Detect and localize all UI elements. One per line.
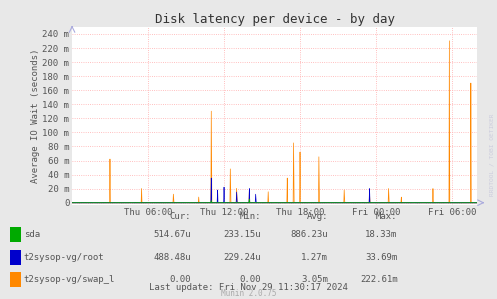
Text: t2sysop-vg/swap_l: t2sysop-vg/swap_l: [24, 275, 115, 284]
Title: Disk latency per device - by day: Disk latency per device - by day: [155, 13, 395, 26]
Text: 33.69m: 33.69m: [365, 253, 398, 262]
Text: 488.48u: 488.48u: [154, 253, 191, 262]
Text: 229.24u: 229.24u: [223, 253, 261, 262]
Text: 1.27m: 1.27m: [301, 253, 328, 262]
Text: Max:: Max:: [376, 212, 398, 221]
Text: 222.61m: 222.61m: [360, 275, 398, 284]
Text: t2sysop-vg/root: t2sysop-vg/root: [24, 253, 104, 262]
Text: 0.00: 0.00: [170, 275, 191, 284]
Text: sda: sda: [24, 230, 40, 239]
Text: Min:: Min:: [240, 212, 261, 221]
Text: Munin 2.0.75: Munin 2.0.75: [221, 289, 276, 298]
Text: 233.15u: 233.15u: [223, 230, 261, 239]
Text: 886.23u: 886.23u: [290, 230, 328, 239]
Text: 3.05m: 3.05m: [301, 275, 328, 284]
Text: Last update: Fri Nov 29 11:30:17 2024: Last update: Fri Nov 29 11:30:17 2024: [149, 283, 348, 292]
Y-axis label: Average IO Wait (seconds): Average IO Wait (seconds): [31, 49, 40, 183]
Text: Avg:: Avg:: [307, 212, 328, 221]
Text: Cur:: Cur:: [170, 212, 191, 221]
Text: 514.67u: 514.67u: [154, 230, 191, 239]
Text: 18.33m: 18.33m: [365, 230, 398, 239]
Text: 0.00: 0.00: [240, 275, 261, 284]
Text: RRDTOOL / TOBI OETIKER: RRDTOOL / TOBI OETIKER: [490, 114, 495, 196]
